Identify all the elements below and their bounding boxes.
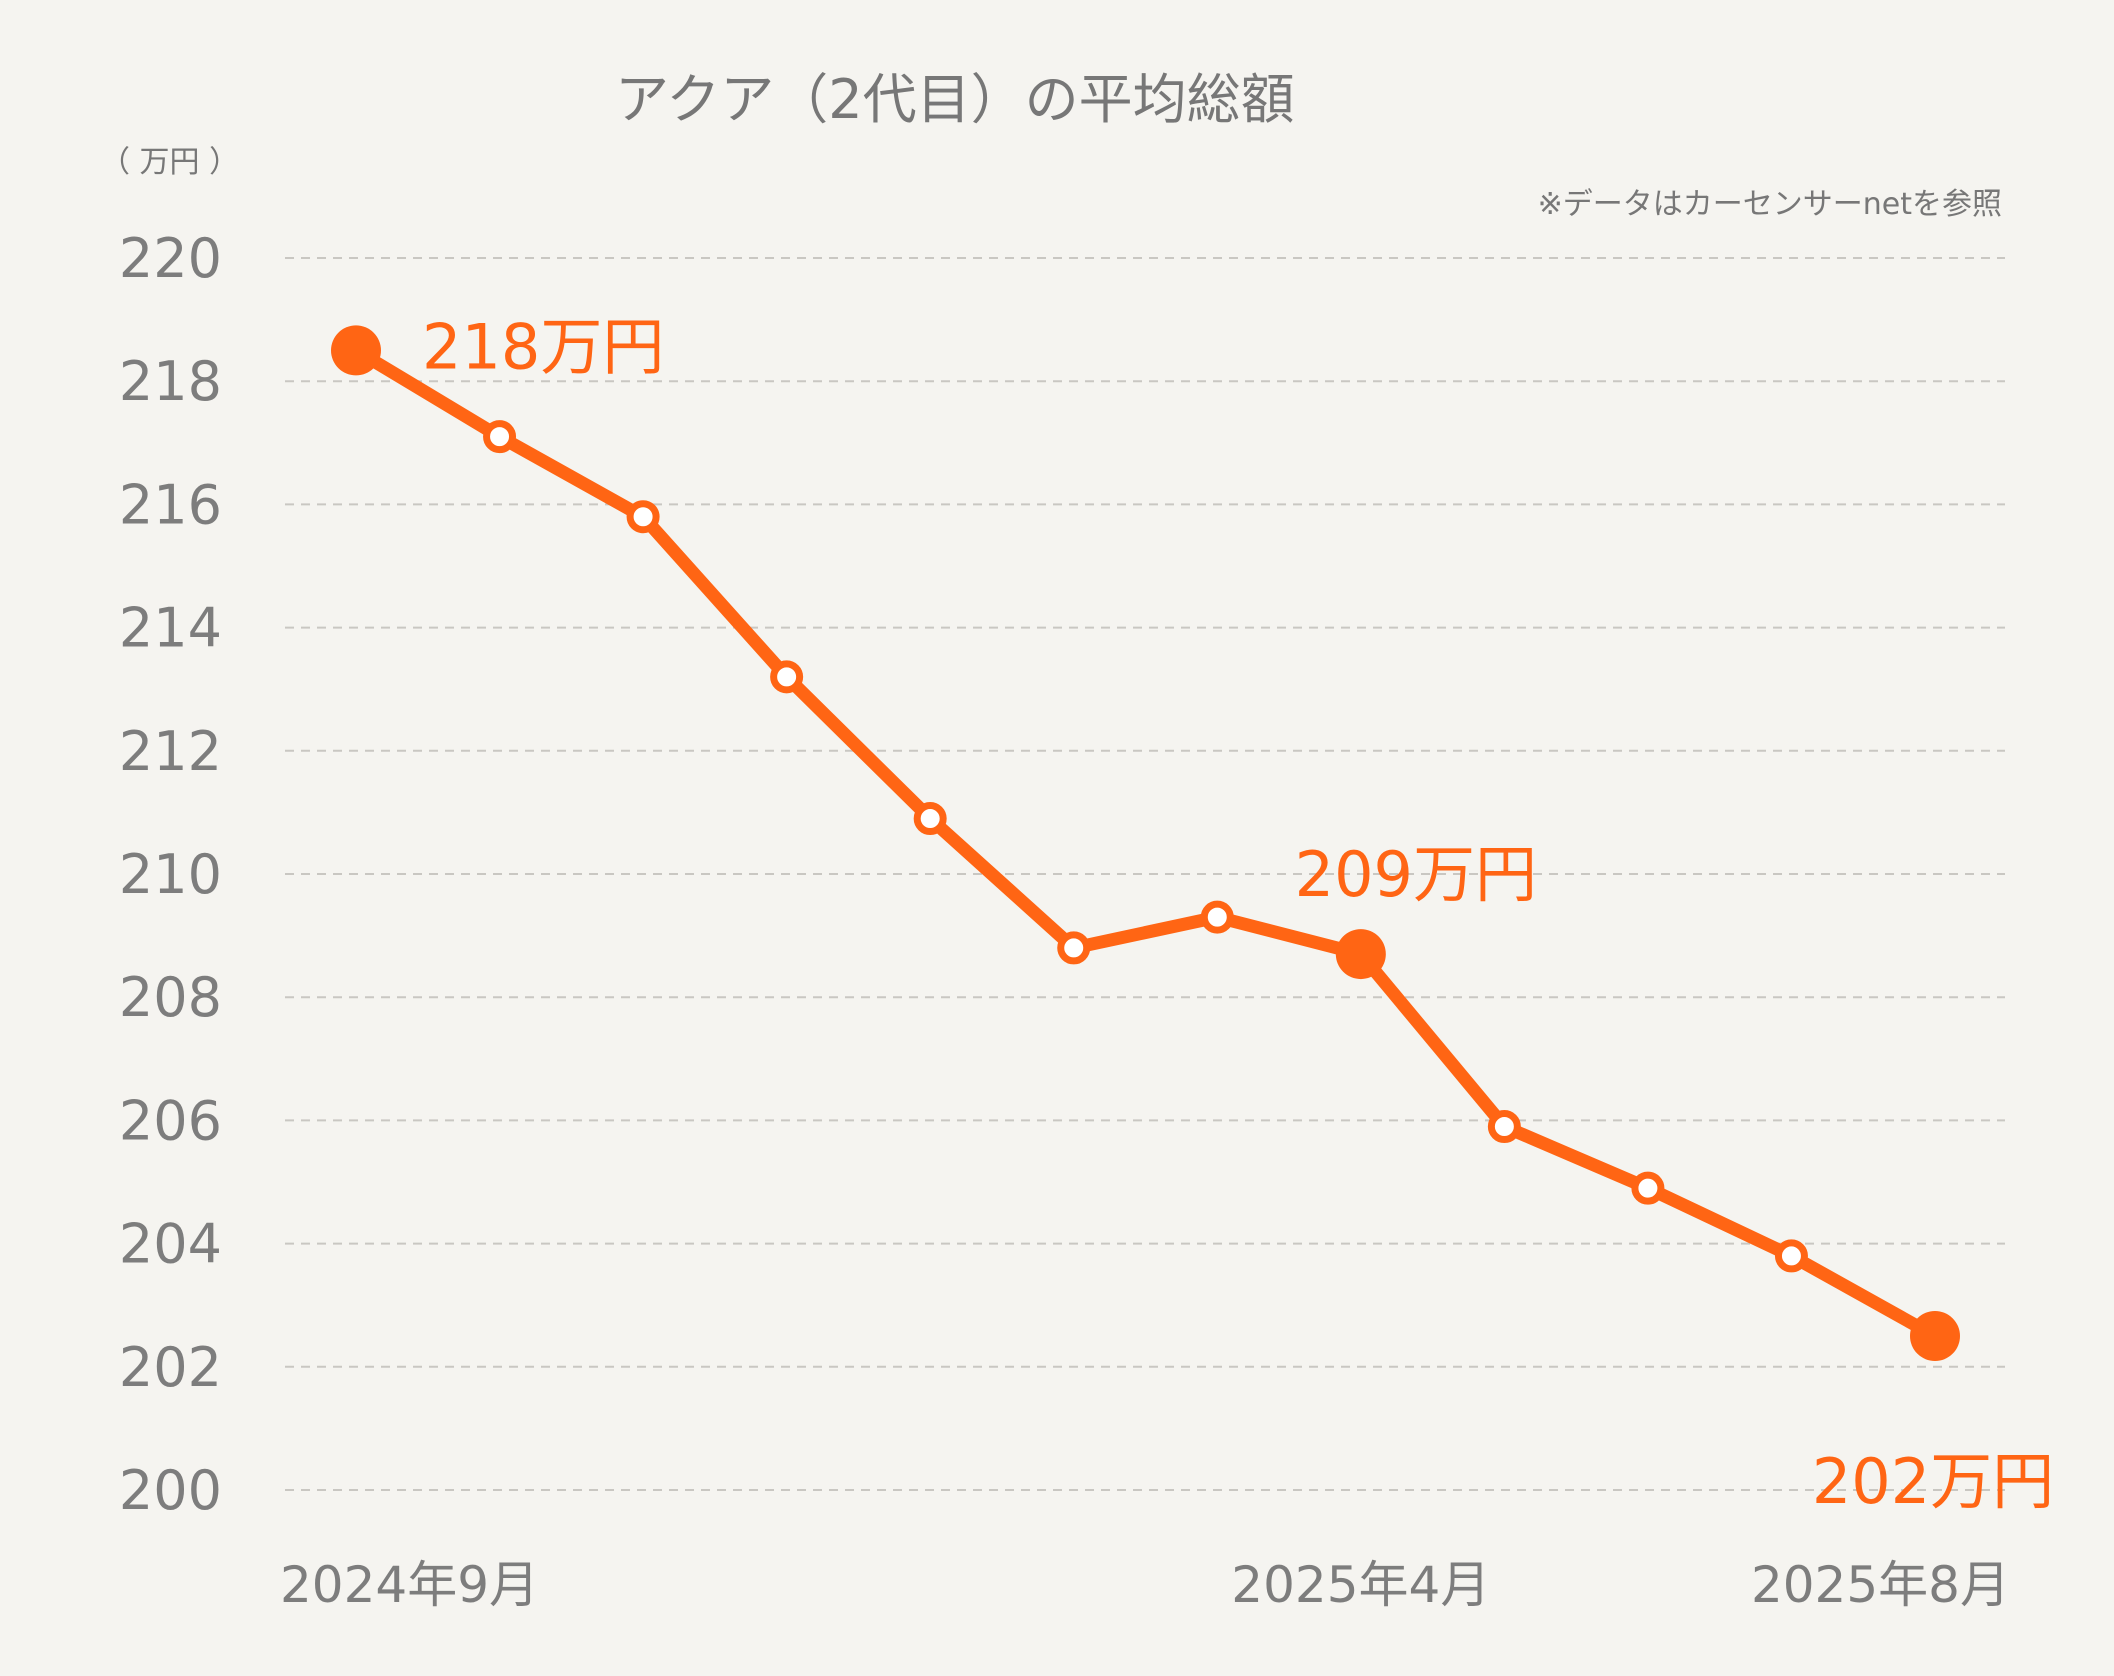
- data-label-11: 202万円: [1812, 1445, 2054, 1518]
- data-point-highlight-7: [1335, 929, 1386, 980]
- data-point-9: [1631, 1171, 1665, 1205]
- y-tick-label-202: 202: [119, 1336, 222, 1399]
- y-tick-label-216: 216: [119, 473, 222, 536]
- data-label-7: 209万円: [1295, 838, 1537, 911]
- data-points: [331, 325, 1960, 1361]
- y-tick-label-214: 214: [119, 597, 222, 660]
- data-point-highlight-0: [331, 325, 381, 376]
- data-point-5: [1057, 931, 1091, 965]
- chart-title: アクア（2代目）の平均総額: [615, 68, 1295, 131]
- x-tick-label-1: 2025年4月: [1231, 1556, 1490, 1614]
- y-tick-label-218: 218: [119, 350, 222, 413]
- y-axis-ticks: 200 202 204 206 208 210 212 214 216 218 220: [119, 227, 222, 1522]
- data-point-2: [626, 500, 660, 534]
- x-axis-ticks: 2024年9月 2025年4月 2025年8月: [280, 1556, 2010, 1614]
- source-note: ※データはカーセンサーnetを参照: [1538, 187, 2002, 222]
- series-line-0: [349, 343, 1942, 1343]
- y-tick-label-220: 220: [119, 227, 222, 290]
- data-label-0: 218万円: [422, 310, 664, 383]
- y-tick-label-210: 210: [119, 843, 222, 906]
- x-tick-label-2: 2025年8月: [1751, 1556, 2010, 1614]
- data-point-highlight-11: [1910, 1311, 1960, 1361]
- data-point-4: [913, 802, 947, 836]
- data-point-3: [770, 660, 804, 694]
- data-point-10: [1774, 1239, 1808, 1273]
- y-tick-label-212: 212: [119, 720, 222, 783]
- data-labels: 218万円 209万円 202万円: [422, 310, 2054, 1518]
- series-layer: [349, 343, 1942, 1343]
- y-tick-label-208: 208: [119, 966, 222, 1029]
- data-point-8: [1487, 1110, 1521, 1144]
- data-point-6: [1200, 900, 1234, 934]
- y-tick-label-204: 204: [119, 1213, 222, 1276]
- y-tick-label-200: 200: [119, 1459, 222, 1522]
- x-tick-label-0: 2024年9月: [280, 1556, 539, 1614]
- y-tick-label-206: 206: [119, 1089, 222, 1152]
- y-axis-unit-label: （ 万円 ）: [100, 145, 239, 180]
- data-point-1: [483, 420, 517, 454]
